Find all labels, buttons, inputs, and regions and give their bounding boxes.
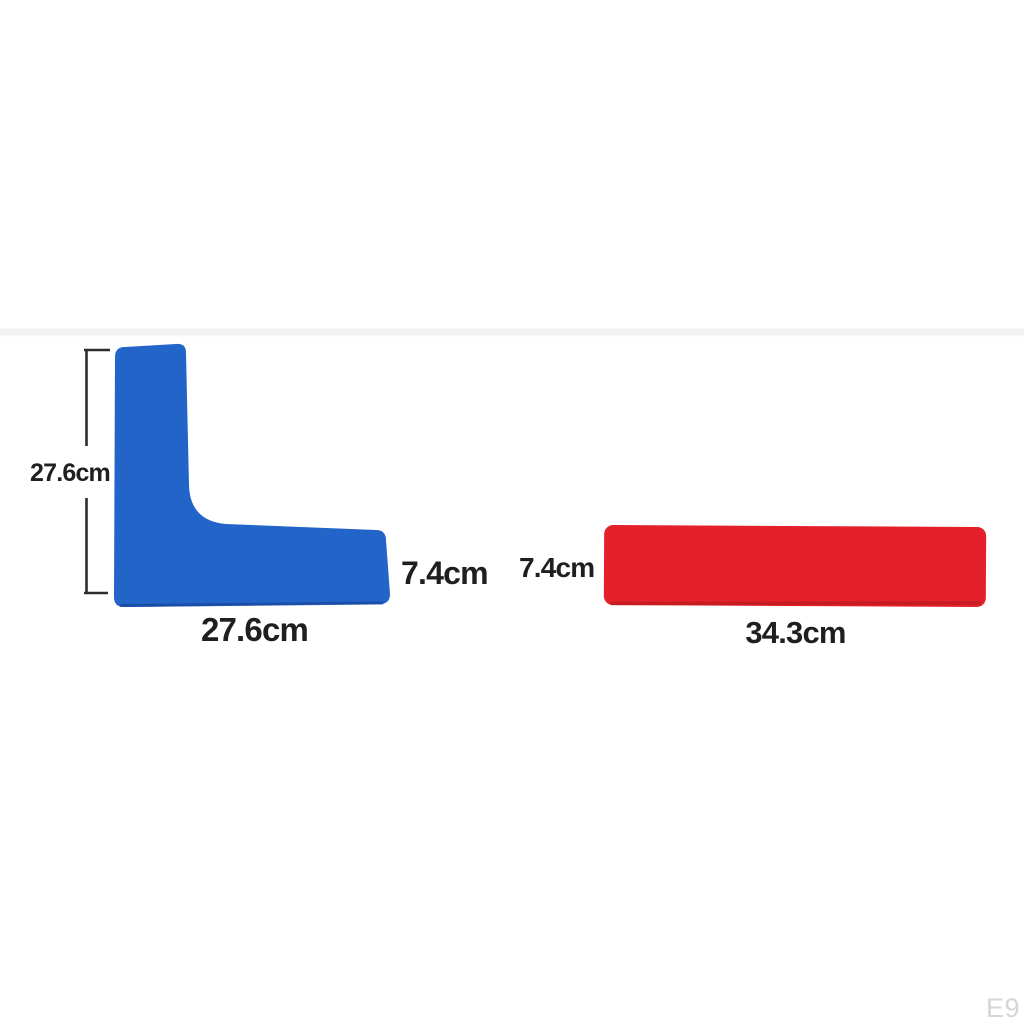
red-strip-bottom-edge [610, 601, 981, 606]
blue-marker-height-label: 27.6cm [30, 459, 111, 487]
watermark-text: E9 [985, 993, 1020, 1023]
background-seam-band [0, 327, 1024, 337]
red-strip-length-label: 34.3cm [745, 615, 846, 650]
red-strip-marker-shape [603, 525, 987, 607]
height-dimension-bracket [84, 348, 110, 595]
blue-l-marker-shape [114, 343, 390, 607]
red-strip-height-label: 7.4cm [519, 552, 595, 583]
blue-l-marker-bottom-edge [119, 601, 384, 607]
blue-marker-width-label: 27.6cm [200, 611, 309, 648]
blue-marker-thickness-label: 7.4cm [401, 555, 489, 591]
